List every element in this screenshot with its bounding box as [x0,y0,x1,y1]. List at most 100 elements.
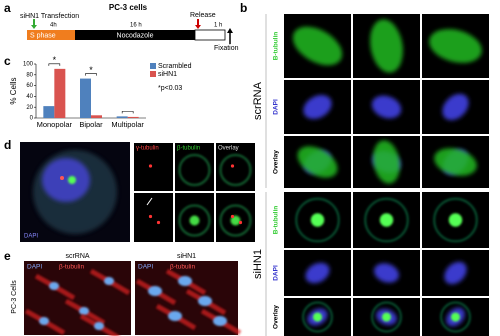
significance-bracket [85,73,97,76]
centrosome [238,220,243,225]
column-header: β-tubulin [177,146,200,152]
cell [219,154,252,186]
cell-outline [302,301,333,333]
dna [373,263,400,283]
spindle [373,140,400,184]
panel-label: c [4,54,11,68]
row-label: Β-tubulin [273,32,280,61]
centrosome [60,176,64,180]
stain-label: β-tubulin [170,264,195,271]
centrosome [148,214,153,219]
x-tick-label: Bipolar [79,120,103,129]
bar [80,78,91,118]
row-label: DAPI [273,265,280,281]
large-image: DAPI [20,142,130,242]
bar [43,106,55,118]
spindle [297,146,338,178]
centrosome [68,176,76,184]
timeline-segment [75,30,195,40]
image-tile [175,143,214,191]
aster [450,312,461,322]
image-tile [24,261,131,335]
centrosome [148,164,153,168]
bar [116,116,128,118]
panel-title: PC-3 cells [109,3,148,12]
y-tick-label: 100 [23,62,34,68]
cell-outline [440,301,471,333]
row-label: Overlay [273,305,280,329]
column-header: γ-tubulin [136,146,159,152]
group-label: siHN1 [252,249,264,279]
phase-label: Nocodazole [117,32,154,39]
bar [91,115,102,118]
centrosome [230,214,235,219]
dna [442,93,469,121]
legend-swatch [150,71,156,77]
cell-outline [364,197,409,243]
bar [127,116,139,118]
centrosome [230,164,235,168]
spindle [292,26,343,66]
significance-bracket [121,111,134,114]
annotation: * [53,55,57,65]
nucleus [178,276,192,286]
cell [178,204,211,237]
aster [448,213,463,227]
dna [444,261,467,285]
x-tick-label: Monopolar [37,120,73,129]
column-header: siHN1 [177,253,196,260]
nucleus [79,307,89,315]
legend-label: Scrambled [158,63,192,70]
annotation: * [89,65,93,75]
stain-label: β-tubulin [59,264,84,271]
panel-d-grid: γ-tubulin β-tubulin Overlay [134,143,255,242]
dna [305,262,330,284]
legend-label: siHN1 [158,71,177,78]
significance-bracket [48,63,61,66]
nucleus [49,282,59,290]
stain-label: DAPI [138,264,153,271]
y-tick-label: 0 [30,116,34,122]
y-tick-label: 40 [26,94,33,100]
time-label: 4h [50,23,57,29]
dna [303,94,332,120]
cell-outline [295,197,340,243]
centrosome [156,220,161,225]
fixation-label: Fixation [214,45,239,52]
aster [312,312,323,322]
row-label: DAPI [273,99,280,115]
nucleus [104,277,114,285]
panel-e: scrRNA DAPI β-tubulin siHN1 DAPI β-tubulin [24,253,242,336]
column-header: scrRNA [65,253,89,260]
phase-label: S phase [30,32,56,39]
row-label: Β-tubulin [273,206,280,235]
spindle [434,148,477,176]
row-label: Overlay [273,150,280,174]
arrow-head [227,28,233,33]
transfection-label: siHN1 Transfection [20,13,79,20]
arrow [146,197,153,206]
y-tick-label: 80 [26,72,33,78]
nucleus [148,286,162,296]
y-tick-label: 60 [26,83,33,89]
stain-label: DAPI [24,234,38,240]
spindle [370,19,403,73]
nucleus [42,158,90,202]
legend-swatch [150,63,156,69]
group-label: scrRNA [252,81,264,120]
nucleus [94,322,104,330]
cell-outline [433,197,478,243]
aster [189,215,200,226]
side-label: PC-3 Cells [11,280,18,314]
panel-label: d [4,138,11,152]
nucleus [39,317,49,325]
nucleus [198,296,212,306]
time-label: 1 h [214,23,222,29]
nucleus [213,316,227,326]
timeline-segment [27,30,75,40]
panel-b: scrRNA Β-tubulin DAPI Overlay siHN1 Β-tubulin… [252,14,489,336]
aster [379,213,394,227]
aster [381,312,392,322]
dna [371,95,402,119]
